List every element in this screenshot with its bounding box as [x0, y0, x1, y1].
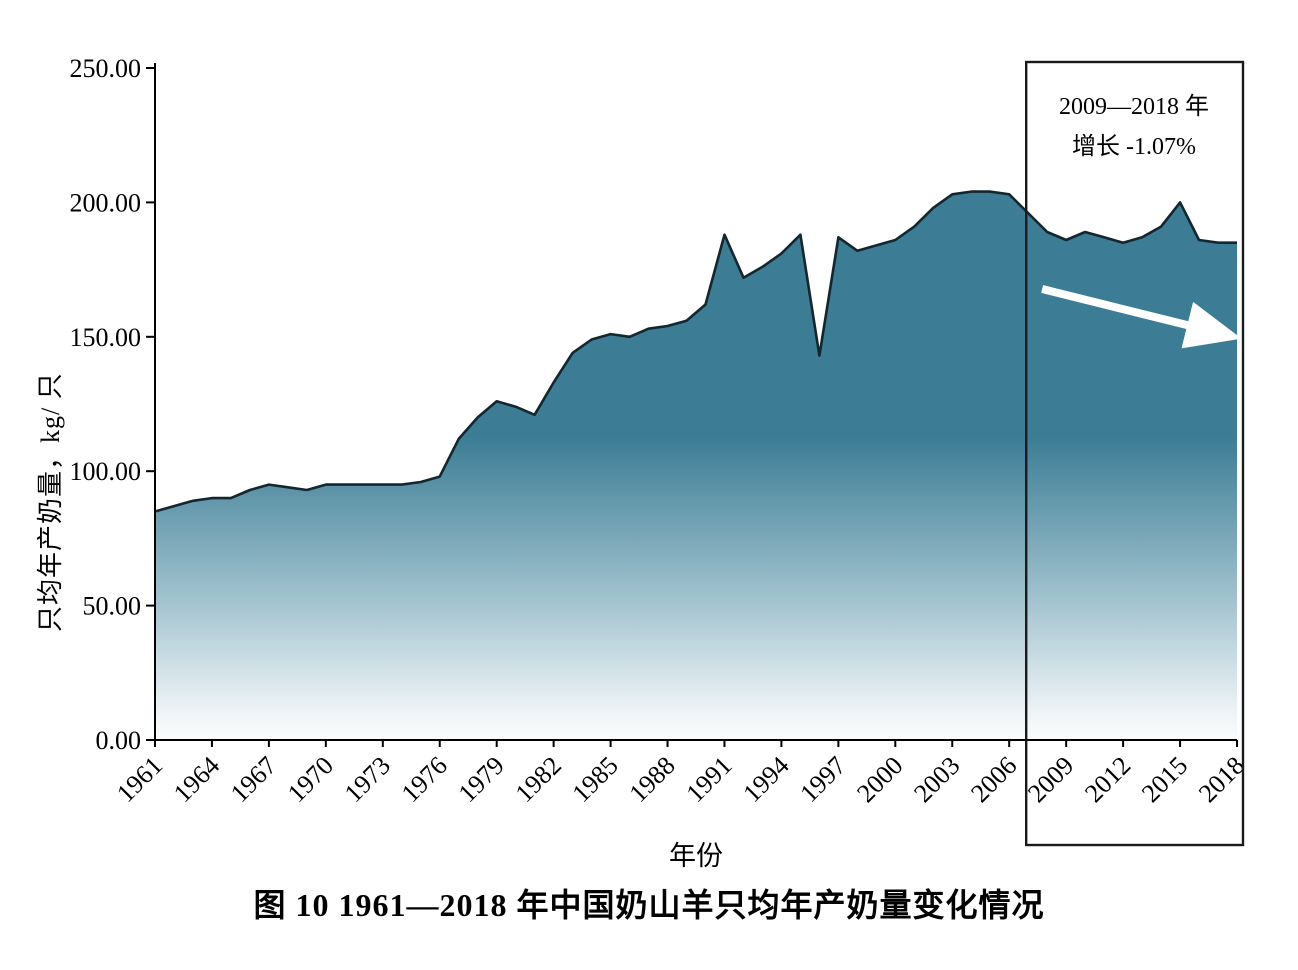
x-tick-label: 1988 — [623, 751, 680, 808]
x-tick-label: 1973 — [339, 751, 396, 808]
x-tick-label: 2003 — [908, 751, 965, 808]
x-tick-label: 2012 — [1079, 751, 1136, 808]
x-tick-label: 1982 — [510, 751, 567, 808]
x-tick-label: 2018 — [1193, 751, 1250, 808]
y-axis-title: 只均年产奶量，kg/ 只 — [36, 372, 65, 632]
series-line — [154, 190, 1237, 513]
x-tick-label: 1976 — [396, 751, 453, 808]
x-tick-label: 2006 — [965, 751, 1022, 808]
x-tick-label: 1964 — [168, 751, 225, 808]
y-tick-label: 100.00 — [70, 457, 142, 486]
x-tick-label: 1979 — [453, 751, 510, 808]
y-tick-label: 150.00 — [70, 323, 142, 352]
x-tick-label: 1991 — [680, 751, 737, 808]
x-tick-label: 1970 — [282, 751, 339, 808]
y-tick-label: 50.00 — [83, 592, 142, 621]
y-tick-label: 0.00 — [96, 726, 142, 755]
area-series — [155, 191, 1237, 741]
x-axis-title: 年份 — [669, 841, 723, 871]
x-tick-label: 2015 — [1136, 751, 1193, 808]
trend-arrow-icon — [1041, 285, 1242, 349]
annotation-growth: 增长 -1.07% — [1072, 133, 1196, 160]
x-tick-label: 1967 — [225, 751, 282, 808]
x-tick-label: 1961 — [111, 751, 168, 808]
x-tick-label: 1997 — [794, 751, 851, 808]
x-tick-label: 2009 — [1022, 751, 1079, 808]
y-tick-label: 250.00 — [70, 54, 142, 83]
x-tick-label: 1994 — [737, 751, 794, 808]
x-tick-label: 1985 — [567, 751, 624, 808]
x-tick-label: 2000 — [851, 751, 908, 808]
highlight-annotation: 2009—2018 年 增长 -1.07% — [1028, 88, 1240, 167]
y-tick-label: 200.00 — [70, 188, 142, 217]
figure-caption: 图 10 1961—2018 年中国奶山羊只均年产奶量变化情况 — [253, 887, 1045, 923]
highlight-box — [1024, 60, 1245, 847]
annotation-period: 2009—2018 年 — [1059, 94, 1209, 120]
